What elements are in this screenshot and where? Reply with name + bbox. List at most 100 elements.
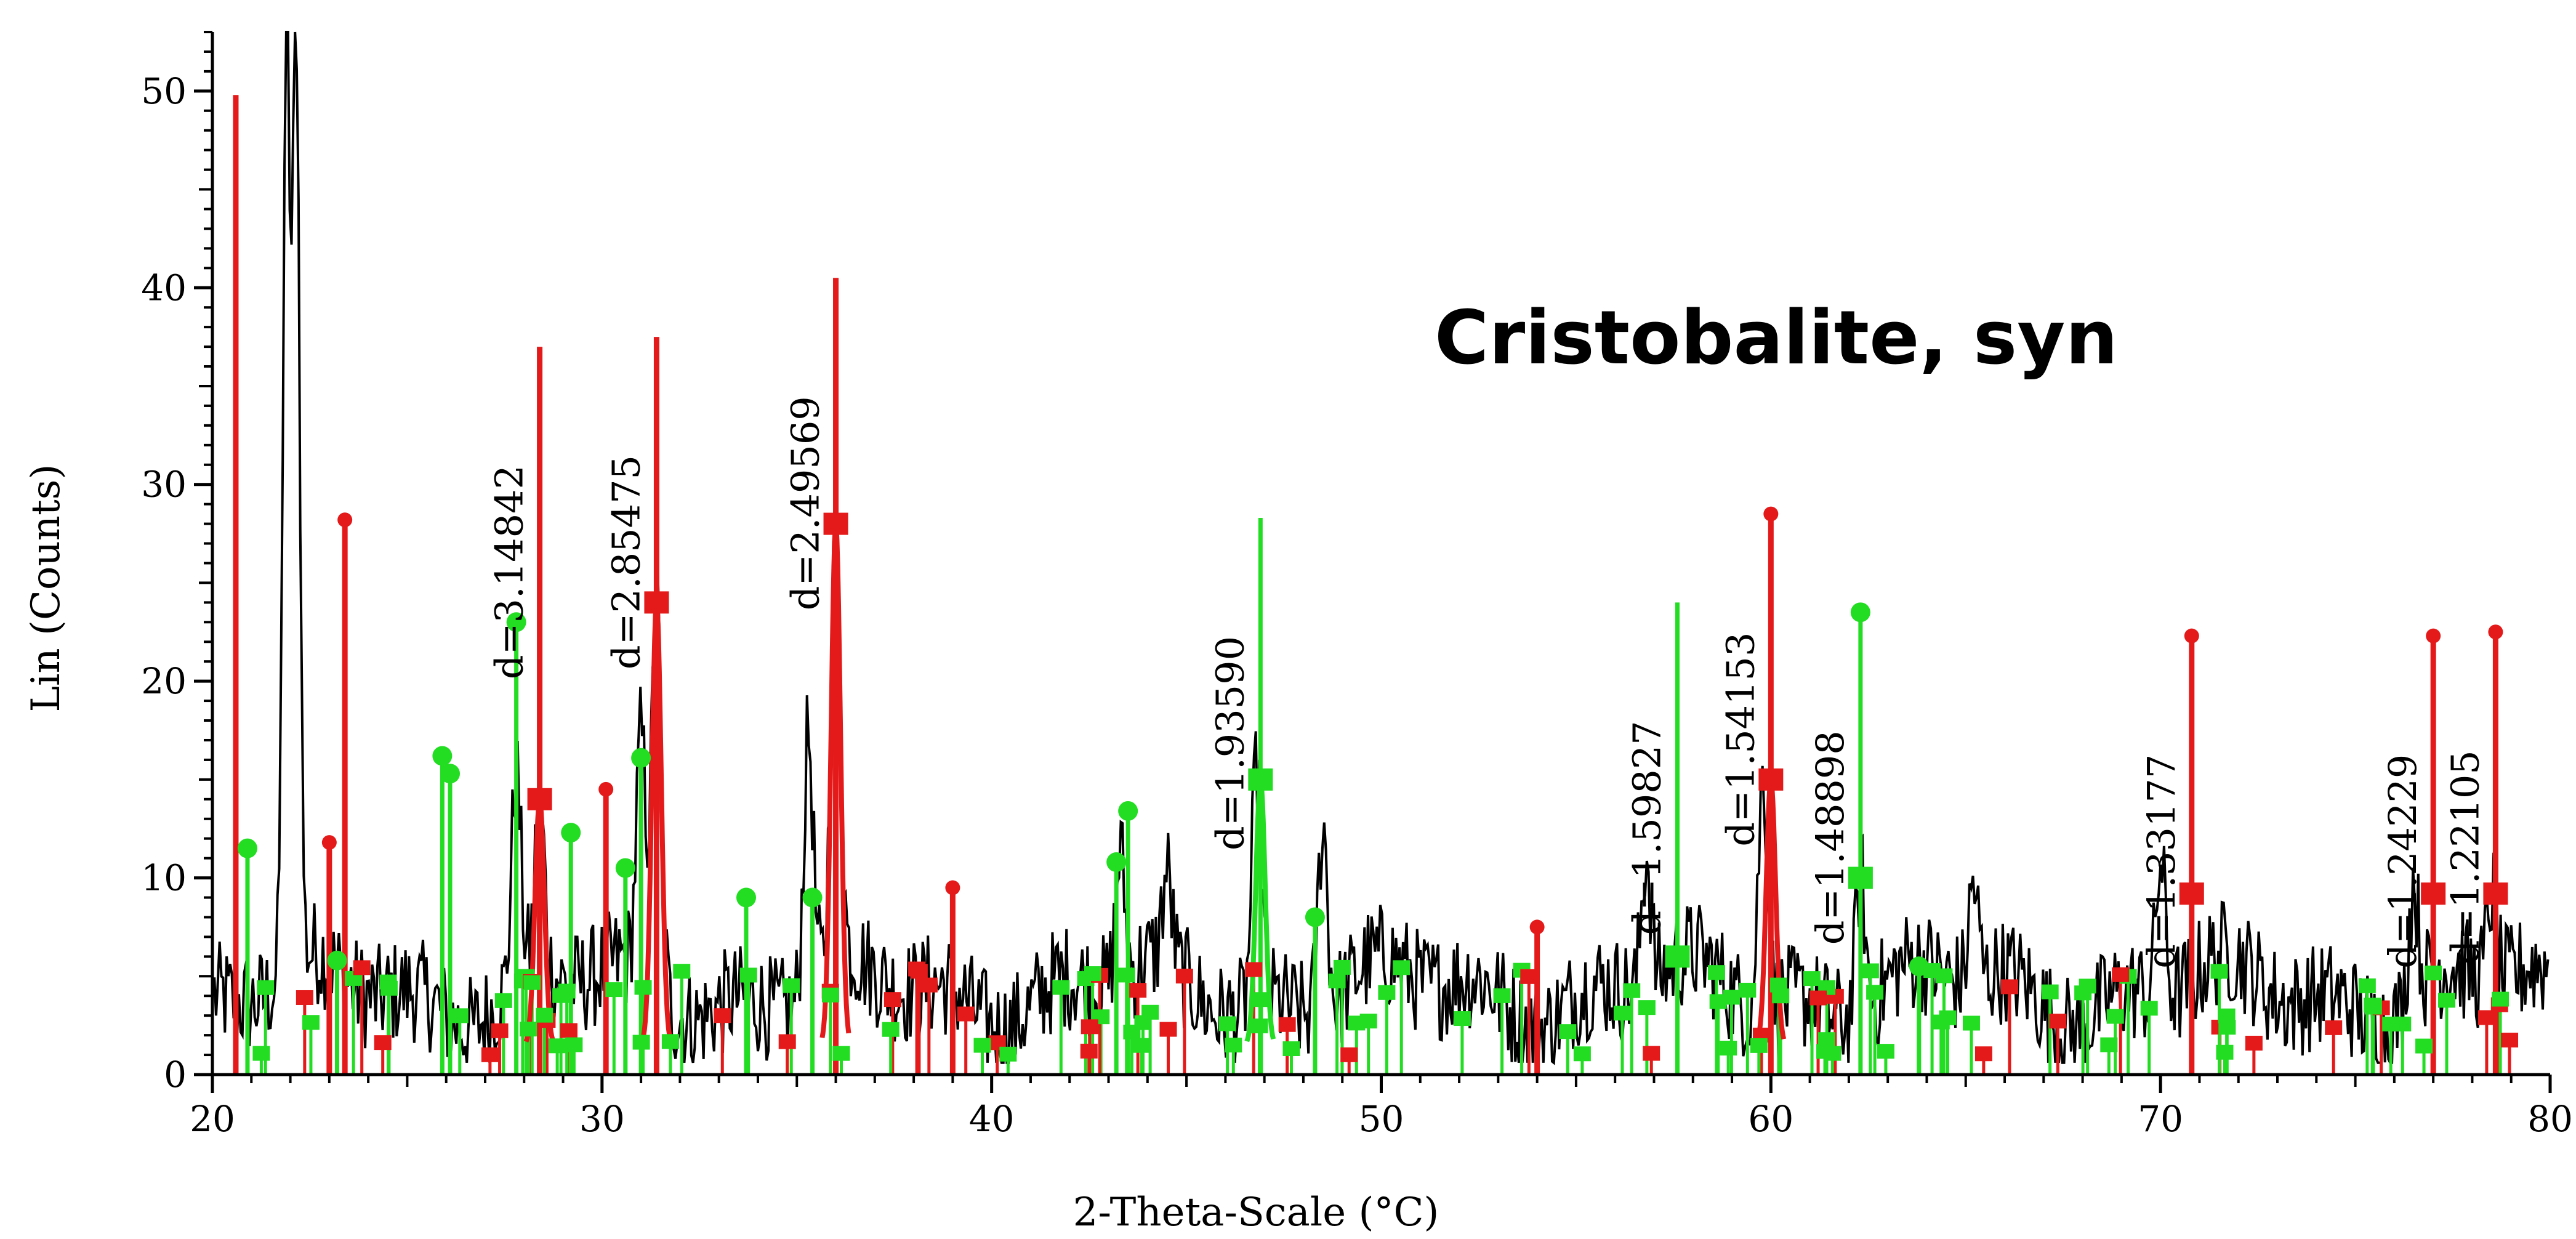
reference-marker	[2140, 1001, 2158, 1016]
reference-marker	[1129, 983, 1147, 998]
reference-marker	[1623, 983, 1641, 998]
reference-marker	[481, 1047, 499, 1062]
reference-marker	[2100, 1037, 2118, 1052]
reference-marker	[999, 1046, 1017, 1062]
reference-marker	[2216, 1044, 2234, 1060]
reference-marker	[2382, 1016, 2400, 1031]
reference-marker	[2415, 1038, 2433, 1054]
d-spacing-label: d=1.54153	[1718, 632, 1763, 847]
y-tick-label: 30	[141, 464, 187, 506]
x-tick-label: 40	[969, 1098, 1015, 1140]
x-tick-label: 70	[2138, 1098, 2183, 1140]
reference-marker	[1118, 801, 1138, 821]
reference-marker	[257, 980, 275, 995]
reference-marker	[1081, 1019, 1098, 1035]
y-tick-label: 40	[141, 267, 187, 309]
reference-marker	[1218, 1016, 1236, 1031]
x-tick-label: 30	[579, 1098, 625, 1140]
x-tick-label: 20	[190, 1098, 235, 1140]
reference-marker	[2112, 967, 2130, 982]
reference-marker	[2041, 984, 2059, 999]
reference-marker	[957, 1006, 975, 1022]
reference-marker	[536, 1007, 553, 1023]
reference-marker	[1638, 1000, 1656, 1015]
reference-marker	[882, 1022, 900, 1037]
reference-marker	[1225, 1038, 1242, 1053]
reference-marker	[520, 1022, 537, 1037]
reference-marker	[2437, 993, 2455, 1008]
reference-marker	[321, 835, 337, 850]
reference-marker	[561, 823, 581, 843]
reference-marker	[1333, 959, 1351, 975]
peak-marker	[2179, 882, 2204, 905]
reference-marker	[832, 1046, 850, 1061]
labels-layer: d=3.14842 d=2.85475 d=2.49569 d=1.93590 d=1.…	[487, 396, 2488, 968]
reference-marker	[634, 980, 652, 995]
peak-marker	[1758, 768, 1784, 791]
reference-marker	[1453, 1011, 1471, 1027]
reference-marker	[739, 967, 757, 983]
d-spacing-label: d=2.85475	[603, 455, 648, 669]
chart-title: Cristobalite, syn	[1435, 296, 2118, 381]
reference-marker	[920, 977, 938, 993]
reference-marker	[1133, 1038, 1151, 1053]
reference-marker	[2074, 985, 2092, 1001]
axes-layer: 20 30 40 50 60 70 80 0 10 20 30 40 50	[141, 31, 2573, 1140]
peak-marker	[1848, 866, 1873, 889]
reference-marker	[1962, 1015, 1980, 1031]
reference-marker	[1723, 990, 1741, 1005]
peak-marker	[527, 788, 552, 810]
reference-marker	[1393, 960, 1411, 975]
reference-marker	[2488, 624, 2503, 640]
reference-marker	[1809, 990, 1827, 1006]
reference-marker	[1559, 1024, 1577, 1039]
reference-marker	[1278, 1017, 1296, 1032]
reference-marker	[1340, 1047, 1358, 1062]
reference-marker	[1817, 1032, 1835, 1047]
reference-marker	[1866, 985, 1884, 1000]
reference-marker	[631, 748, 651, 768]
reference-marker	[1117, 967, 1135, 983]
reference-marker	[2184, 628, 2199, 644]
reference-marker	[302, 1015, 320, 1030]
reference-marker	[1763, 506, 1779, 522]
reference-marker	[821, 987, 839, 1003]
reference-marker	[1245, 962, 1263, 977]
reference-marker	[491, 1023, 509, 1038]
reference-marker	[1529, 919, 1545, 935]
reference-marker	[2210, 964, 2228, 979]
reference-marker	[1084, 966, 1101, 982]
y-tick-label: 10	[141, 857, 187, 899]
reference-marker	[1803, 971, 1821, 987]
reference-marker	[1159, 1022, 1177, 1037]
reference-marker	[432, 746, 453, 766]
x-tick-label: 60	[1748, 1098, 1793, 1140]
reference-marker	[736, 887, 756, 908]
reference-marker	[632, 1035, 650, 1050]
reference-marker	[1493, 988, 1511, 1003]
reference-marker	[1850, 602, 1870, 623]
peak-marker	[644, 591, 669, 614]
d-spacing-label: d=1.22105	[2442, 750, 2487, 964]
reference-marker	[661, 1034, 679, 1049]
reference-marker	[2477, 1010, 2495, 1025]
reference-marker	[1909, 956, 1929, 977]
reference-marker	[1739, 982, 1757, 998]
peak-marker	[1665, 945, 1690, 968]
reference-marker	[778, 1034, 796, 1049]
reference-marker	[973, 1038, 991, 1053]
reference-marker	[1106, 852, 1127, 873]
reference-marker	[2364, 998, 2381, 1013]
reference-marker	[565, 1037, 583, 1052]
reference-marker	[1348, 1015, 1366, 1031]
reference-marker	[1643, 1046, 1660, 1061]
reference-marker	[673, 964, 691, 979]
reference-marker	[353, 960, 371, 975]
reference-marker	[1282, 1041, 1300, 1056]
reference-marker	[1252, 992, 1270, 1007]
reference-marker	[1974, 1046, 1992, 1062]
reference-marker	[1052, 980, 1070, 995]
reference-marker	[1769, 977, 1787, 993]
reference-marker	[337, 512, 353, 528]
